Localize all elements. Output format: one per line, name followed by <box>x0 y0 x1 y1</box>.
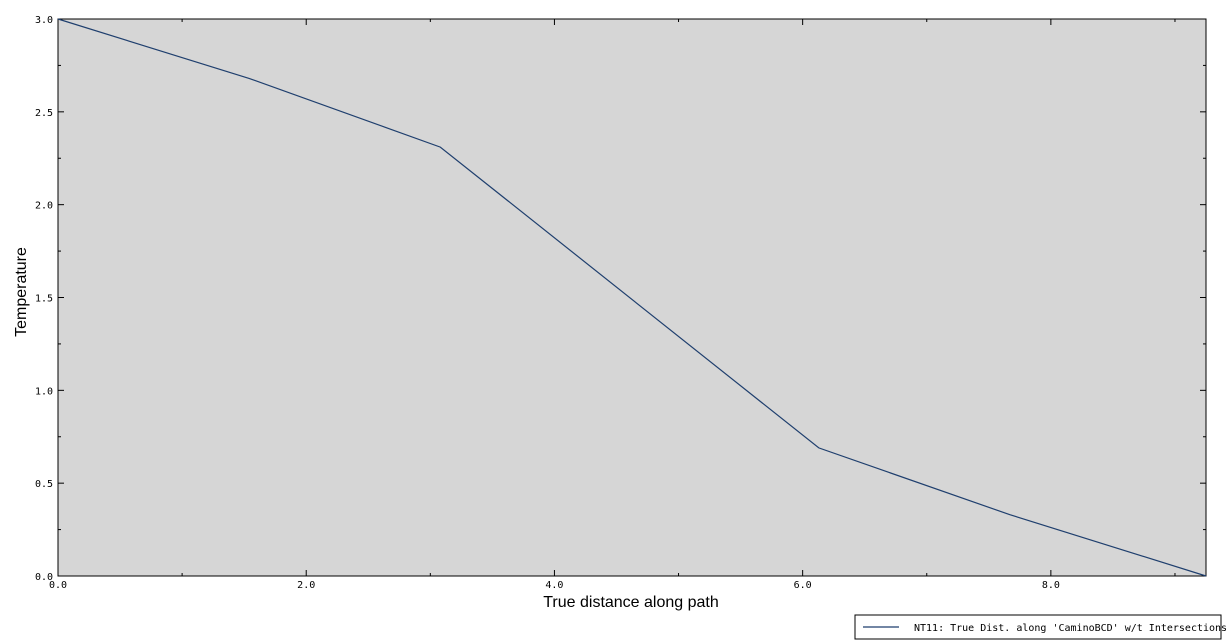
y-tick-label: 0.0 <box>35 572 53 583</box>
x-tick-label: 6.0 <box>794 580 812 591</box>
y-axis-title: Temperature <box>13 247 30 337</box>
x-tick-label: 0.0 <box>49 580 67 591</box>
x-tick-label: 2.0 <box>297 580 315 591</box>
legend-box <box>854 614 1222 640</box>
x-axis-title: True distance along path <box>543 594 719 611</box>
legend: NT11: True Dist. along 'CaminoBCD' w/t I… <box>854 614 1227 640</box>
y-tick-label: 3.0 <box>35 15 53 26</box>
legend-label: NT11: True Dist. along 'CaminoBCD' w/t I… <box>914 623 1227 634</box>
x-tick-label: 4.0 <box>545 580 563 591</box>
y-tick-label: 2.0 <box>35 201 53 212</box>
x-axis: 0.0 2.0 4.0 6.0 8.0 <box>49 19 1176 591</box>
series-line <box>57 18 1207 577</box>
y-tick-label: 2.5 <box>35 108 53 119</box>
y-tick-label: 1.5 <box>35 294 53 305</box>
plot-area <box>57 18 1207 577</box>
x-tick-label: 8.0 <box>1042 580 1060 591</box>
y-tick-label: 1.0 <box>35 386 53 397</box>
y-tick-label: 0.5 <box>35 479 53 490</box>
series-layer <box>57 18 1207 577</box>
plot-frame <box>57 18 1207 577</box>
